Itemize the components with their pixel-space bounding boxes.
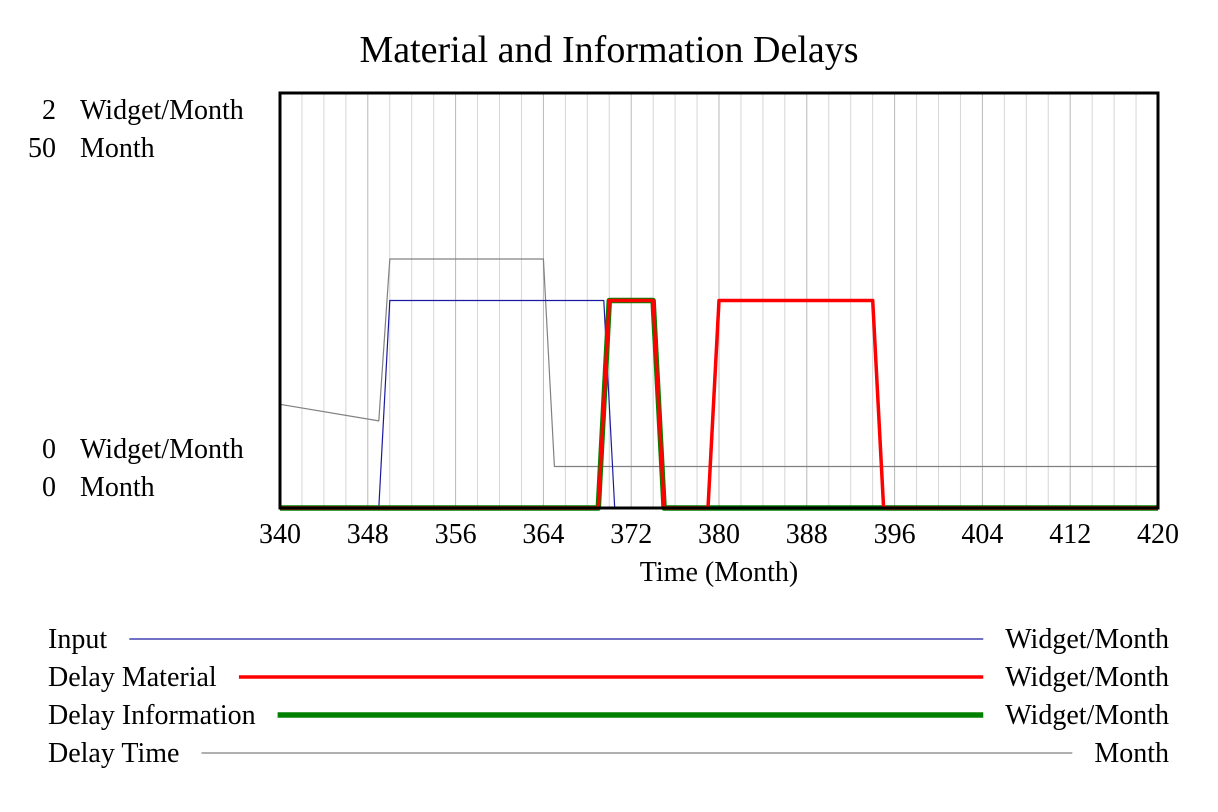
legend-unit-delay-information: Widget/Month <box>1005 700 1169 731</box>
legend-label-delay-material: Delay Material <box>48 662 217 693</box>
x-tick-label: 348 <box>347 519 389 550</box>
axis1-top-value: 2 <box>42 95 56 126</box>
legend-label-delay-time: Delay Time <box>48 738 179 769</box>
axis2-top-value: 50 <box>28 133 56 164</box>
x-tick-label: 372 <box>610 519 652 550</box>
plot-frame <box>278 91 1160 510</box>
legend-label-delay-information: Delay Information <box>48 700 256 731</box>
legend-unit-delay-time: Month <box>1094 738 1169 769</box>
series-line-delay-time <box>279 258 1158 468</box>
legend-unit-delay-material: Widget/Month <box>1005 662 1169 693</box>
x-tick-label: 420 <box>1137 519 1179 550</box>
axis1-top-unit: Widget/Month <box>80 95 244 126</box>
x-tick-label: 340 <box>259 519 301 550</box>
x-tick-label: 364 <box>522 519 564 550</box>
axis2-bottom-value: 0 <box>42 472 56 503</box>
x-tick-label: 388 <box>786 519 828 550</box>
x-axis-label: Time (Month) <box>640 557 798 588</box>
legend-unit-input: Widget/Month <box>1005 624 1169 655</box>
axis2-bottom-unit: Month <box>80 472 155 503</box>
x-tick-label: 396 <box>874 519 916 550</box>
x-tick-label: 412 <box>1049 519 1091 550</box>
x-tick-label: 380 <box>698 519 740 550</box>
chart-title: Material and Information Delays <box>359 29 858 71</box>
x-tick-label: 404 <box>961 519 1003 550</box>
axis1-bottom-value: 0 <box>42 434 56 465</box>
legend: Input Widget/Month Delay Material Widget/Mo… <box>48 624 1169 769</box>
axis2-top-unit: Month <box>80 133 155 164</box>
legend-label-input: Input <box>48 624 107 655</box>
x-tick-labels: 340 348 356 364 372 380 388 396 404 412 420 <box>259 519 1179 550</box>
axis1-bottom-unit: Widget/Month <box>80 434 244 465</box>
x-tick-label: 356 <box>435 519 477 550</box>
